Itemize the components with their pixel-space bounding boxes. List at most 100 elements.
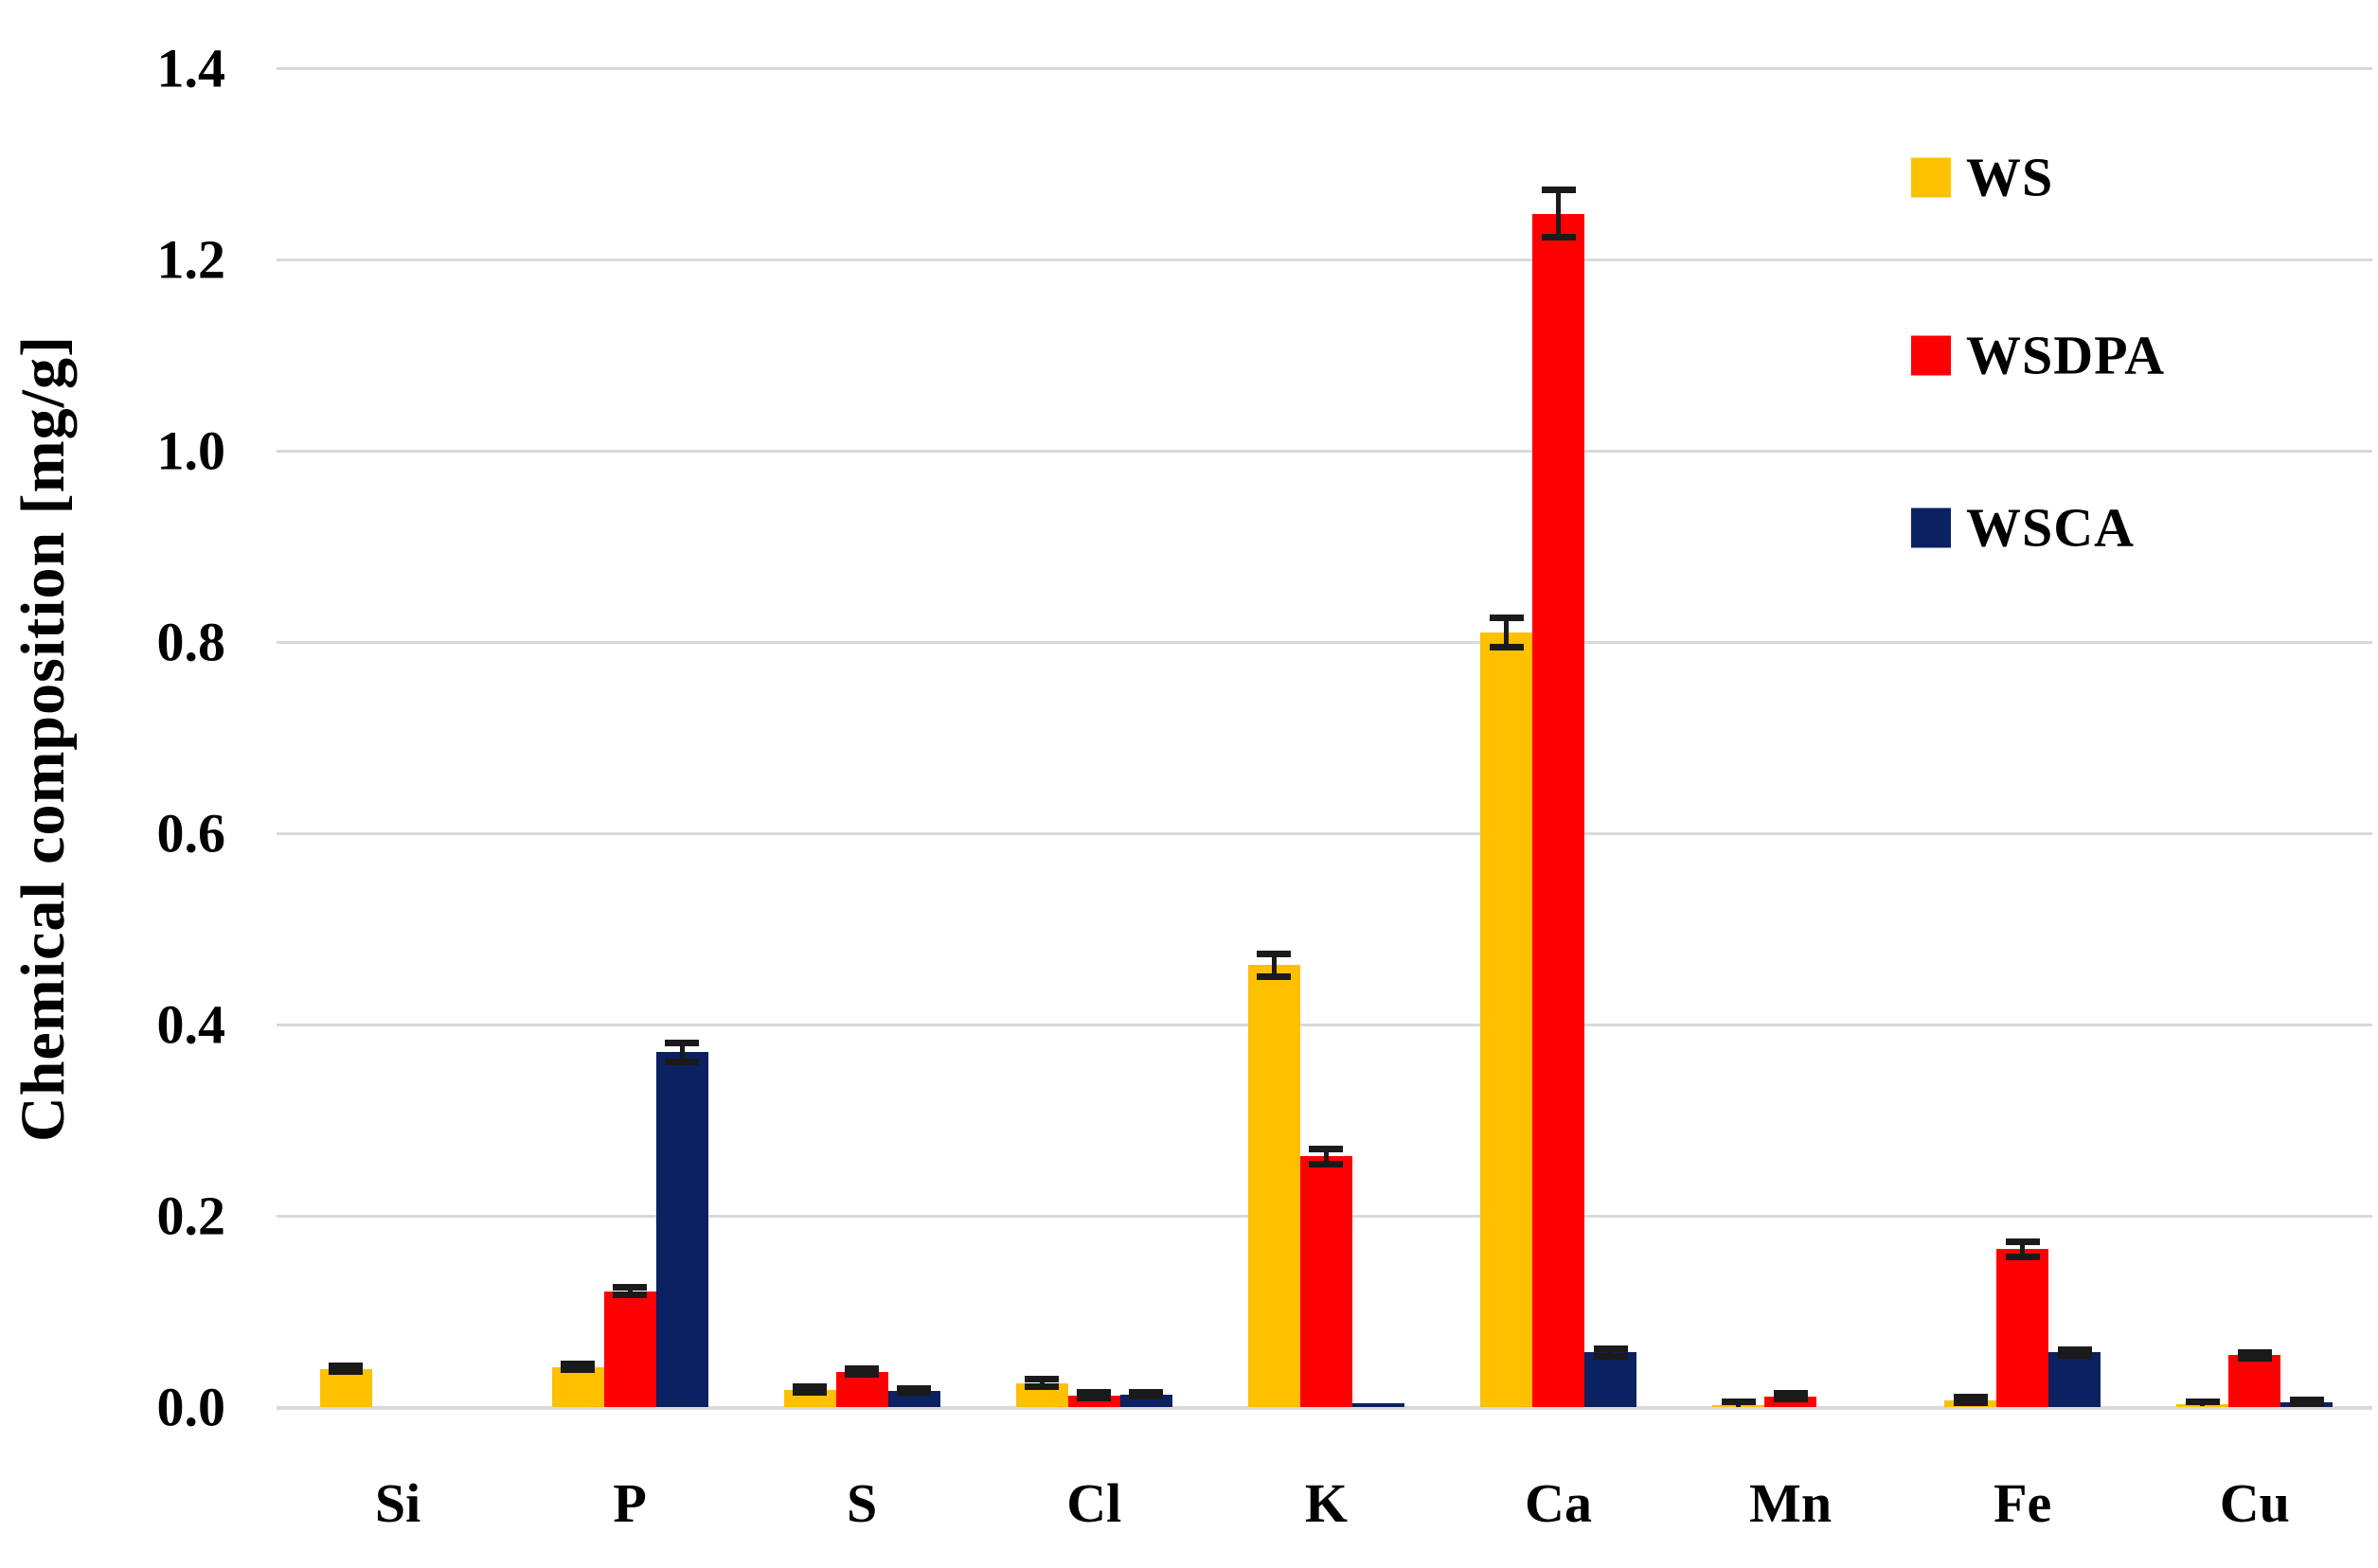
- error-bar-cap-bottom: [561, 1366, 596, 1374]
- x-axis-label-mn: Mn: [1749, 1472, 1833, 1534]
- error-bar-cap-top: [1257, 950, 1292, 957]
- error-bar-cap-bottom: [1077, 1395, 1112, 1402]
- gridline: [277, 449, 2372, 453]
- error-bar-cap-top: [1077, 1389, 1112, 1397]
- legend-swatch-ws: [1911, 157, 1951, 197]
- error-bar-cap-top: [2289, 1397, 2324, 1404]
- error-bar-cap-top: [1593, 1345, 1628, 1352]
- error-bar-cap-top: [1953, 1394, 1988, 1401]
- error-bar-cap-bottom: [1489, 643, 1524, 650]
- gridline: [277, 258, 2372, 261]
- error-bar-cap-top: [665, 1039, 700, 1046]
- error-bar-stem: [2020, 1241, 2026, 1257]
- bar-ws-si: [319, 1368, 372, 1407]
- error-bar-cap-bottom: [613, 1292, 648, 1299]
- x-axis-label-fe: Fe: [1994, 1472, 2052, 1534]
- legend-label-wsca: WSCA: [1966, 496, 2136, 559]
- legend-label-wsdpa: WSDPA: [1966, 324, 2166, 386]
- error-bar-cap-bottom: [793, 1389, 828, 1397]
- y-tick-label: 0.0: [156, 1376, 226, 1438]
- error-bar-cap-bottom: [1593, 1352, 1628, 1360]
- bar-wsdpa-k: [1299, 1156, 1352, 1407]
- error-bar-cap-bottom: [329, 1368, 363, 1376]
- bar-wsca-p: [655, 1052, 708, 1407]
- error-bar-cap-bottom: [2005, 1253, 2040, 1260]
- error-bar-cap-top: [2185, 1399, 2220, 1406]
- bar-wsdpa-p: [603, 1291, 656, 1407]
- error-bar-cap-bottom: [665, 1058, 700, 1065]
- bar-ws-ca: [1480, 632, 1532, 1407]
- x-axis-label-s: S: [847, 1472, 878, 1534]
- error-bar-cap-top: [793, 1383, 828, 1391]
- bar-wsca-fe: [2048, 1352, 2101, 1407]
- error-bar-stem: [1504, 617, 1509, 648]
- bar-wsdpa-fe: [1996, 1249, 2049, 1407]
- error-bar-cap-top: [329, 1363, 363, 1370]
- error-bar-cap-bottom: [845, 1371, 880, 1379]
- error-bar-cap-top: [2005, 1238, 2040, 1245]
- x-axis-baseline: [277, 1405, 2372, 1410]
- y-tick-label: 1.0: [156, 419, 226, 482]
- error-bar-cap-top: [613, 1284, 648, 1292]
- error-bar-cap-top: [1489, 615, 1524, 622]
- legend-item-ws: WS: [1911, 146, 2053, 209]
- bar-ws-p: [551, 1366, 604, 1407]
- error-bar-cap-bottom: [897, 1389, 932, 1397]
- error-bar-cap-top: [1541, 186, 1576, 193]
- y-tick-label: 0.6: [156, 802, 226, 864]
- error-bar-stem: [1556, 189, 1561, 238]
- x-axis-label-si: Si: [374, 1472, 421, 1534]
- bar-wsdpa-cu: [2228, 1355, 2281, 1407]
- bar-ws-k: [1247, 965, 1300, 1407]
- error-bar-cap-bottom: [2057, 1351, 2092, 1359]
- error-bar-cap-top: [1773, 1390, 1808, 1398]
- error-bar-cap-bottom: [2289, 1400, 2324, 1408]
- error-bar-stem: [1039, 1379, 1045, 1387]
- y-axis-title: Chemical composition [mg/g]: [9, 335, 78, 1142]
- y-tick-label: 0.4: [156, 993, 226, 1056]
- gridline: [277, 1023, 2372, 1026]
- y-tick-label: 0.8: [156, 611, 226, 673]
- error-bar-cap-bottom: [1257, 973, 1292, 980]
- gridline: [277, 66, 2372, 70]
- x-axis-label-p: P: [613, 1472, 647, 1534]
- gridline: [277, 640, 2372, 644]
- legend-item-wsdpa: WSDPA: [1911, 324, 2165, 387]
- error-bar-stem: [1608, 1348, 1613, 1357]
- legend-label-ws: WS: [1966, 146, 2054, 208]
- error-bar-cap-top: [845, 1365, 880, 1373]
- y-tick-label: 1.2: [156, 228, 226, 291]
- legend-swatch-wsca: [1911, 508, 1951, 547]
- error-bar-stem: [679, 1042, 685, 1062]
- error-bar-cap-bottom: [1025, 1383, 1060, 1391]
- bar-wsca-k: [1351, 1402, 1404, 1407]
- y-tick-label: 0.2: [156, 1185, 226, 1247]
- error-bar-cap-bottom: [1309, 1160, 1344, 1167]
- error-bar-cap-top: [1309, 1145, 1344, 1152]
- error-bar-stem: [1271, 953, 1277, 977]
- legend: WS WSDPA WSCA: [1911, 0, 2375, 663]
- error-bar-cap-top: [1025, 1376, 1060, 1383]
- error-bar-stem: [1323, 1149, 1329, 1165]
- error-bar-cap-top: [561, 1361, 596, 1368]
- error-bar-cap-bottom: [2237, 1354, 2272, 1362]
- gridline: [277, 831, 2372, 835]
- error-bar-cap-bottom: [1773, 1396, 1808, 1403]
- bar-wsdpa-ca: [1532, 213, 1584, 1407]
- legend-item-wsca: WSCA: [1911, 496, 2135, 560]
- y-tick-label: 1.4: [156, 37, 226, 99]
- error-bar-stem: [627, 1287, 633, 1295]
- x-axis-label-cl: Cl: [1066, 1472, 1122, 1534]
- error-bar-cap-bottom: [1541, 234, 1576, 241]
- legend-swatch-wsdpa: [1911, 335, 1951, 375]
- x-axis-label-cu: Cu: [2219, 1472, 2290, 1534]
- x-axis-label-k: K: [1304, 1472, 1348, 1534]
- bar-wsca-ca: [1584, 1352, 1636, 1407]
- error-bar-cap-top: [1129, 1389, 1164, 1397]
- error-bar-cap-top: [897, 1385, 932, 1393]
- error-bar-cap-bottom: [1953, 1399, 1988, 1407]
- error-bar-cap-top: [2237, 1348, 2272, 1356]
- x-axis-label-ca: Ca: [1525, 1472, 1592, 1534]
- error-bar-cap-top: [1721, 1399, 1756, 1406]
